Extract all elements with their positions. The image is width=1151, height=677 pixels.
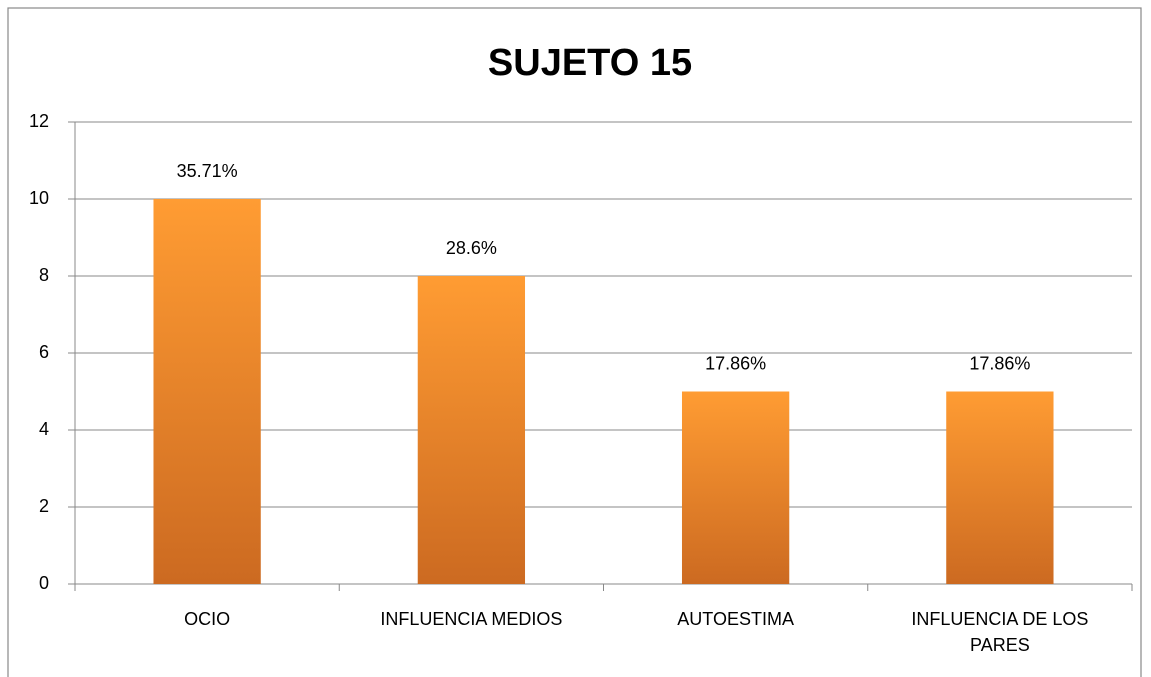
x-tick-label: INFLUENCIA DE LOS PARES: [911, 609, 1089, 655]
y-tick-label: 8: [39, 265, 49, 285]
value-label: 28.6%: [446, 238, 497, 258]
x-tick-label: AUTOESTIMA: [677, 609, 794, 629]
y-tick-label: 4: [39, 419, 49, 439]
chart-frame: [7, 7, 1142, 677]
bar: [153, 199, 261, 584]
bar: [946, 391, 1054, 584]
bar: [681, 391, 790, 584]
x-tick-label: INFLUENCIA MEDIOS: [380, 609, 563, 629]
value-label: 17.86%: [969, 353, 1030, 373]
value-label: 17.86%: [705, 353, 766, 373]
y-tick-label: 2: [39, 496, 49, 516]
y-tick-label: 6: [39, 342, 49, 362]
x-tick-label: OCIO: [184, 609, 231, 629]
y-tick-label: 12: [29, 111, 49, 131]
chart-title: SUJETO 15: [488, 42, 692, 84]
bar: [417, 276, 526, 584]
y-tick-label: 0: [39, 573, 49, 593]
value-label: 35.71%: [177, 161, 238, 181]
y-tick-label: 10: [29, 188, 49, 208]
